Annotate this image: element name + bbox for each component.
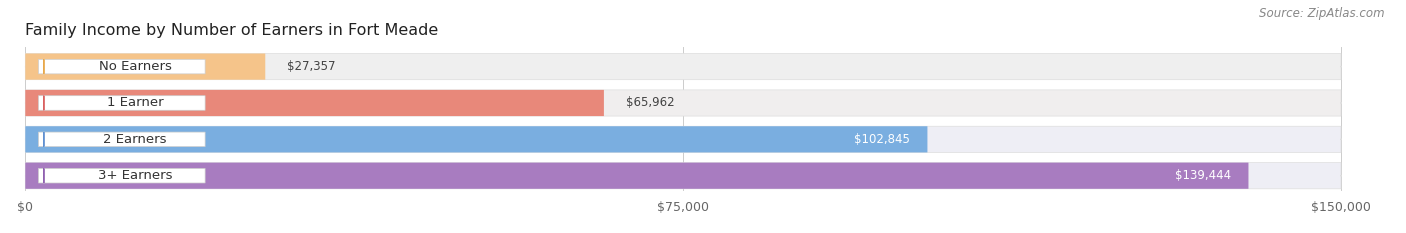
FancyBboxPatch shape <box>25 90 605 116</box>
FancyBboxPatch shape <box>38 168 205 183</box>
Text: $65,962: $65,962 <box>626 96 675 110</box>
FancyBboxPatch shape <box>25 126 928 152</box>
FancyBboxPatch shape <box>25 163 1249 189</box>
FancyBboxPatch shape <box>38 59 205 74</box>
FancyBboxPatch shape <box>25 126 1341 152</box>
Text: 1 Earner: 1 Earner <box>107 96 163 110</box>
Text: 2 Earners: 2 Earners <box>103 133 167 146</box>
FancyBboxPatch shape <box>25 54 266 80</box>
Text: 3+ Earners: 3+ Earners <box>97 169 172 182</box>
Text: $27,357: $27,357 <box>287 60 336 73</box>
FancyBboxPatch shape <box>25 90 1341 116</box>
Text: $139,444: $139,444 <box>1175 169 1230 182</box>
FancyBboxPatch shape <box>38 96 205 110</box>
FancyBboxPatch shape <box>25 54 1341 80</box>
Text: $102,845: $102,845 <box>853 133 910 146</box>
Text: No Earners: No Earners <box>98 60 172 73</box>
Text: Source: ZipAtlas.com: Source: ZipAtlas.com <box>1260 7 1385 20</box>
Text: Family Income by Number of Earners in Fort Meade: Family Income by Number of Earners in Fo… <box>25 24 439 38</box>
FancyBboxPatch shape <box>25 163 1341 189</box>
FancyBboxPatch shape <box>38 132 205 147</box>
